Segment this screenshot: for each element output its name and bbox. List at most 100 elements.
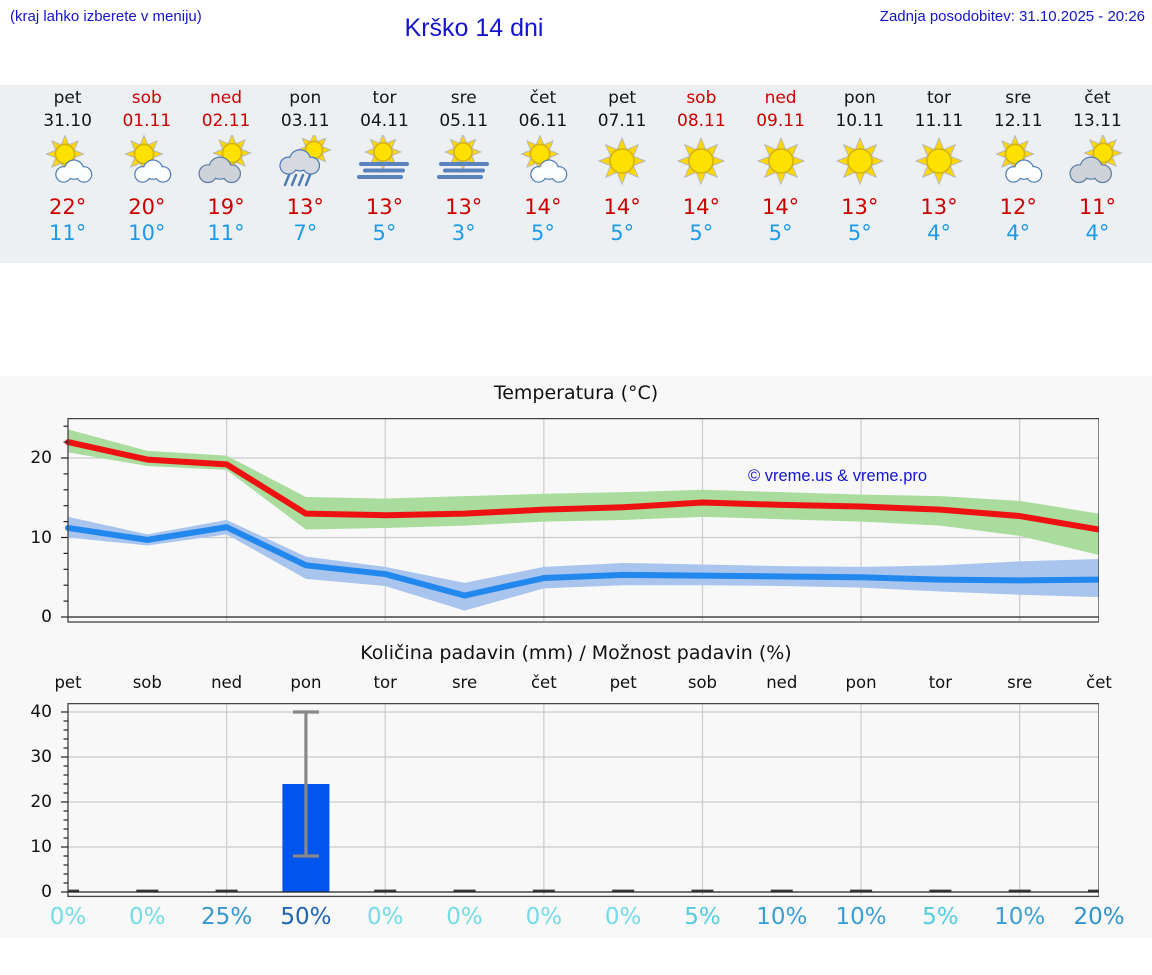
day-date: 05.11 — [439, 111, 489, 131]
precip-zero-bar — [68, 889, 79, 892]
sun-small-cloud-icon — [124, 135, 172, 183]
weather-icon-cell — [186, 132, 265, 190]
day-date: 07.11 — [597, 111, 647, 131]
low-temp: 3° — [451, 221, 476, 245]
precip-probability: 0% — [129, 904, 166, 930]
weather-icon-cell — [28, 132, 107, 190]
watermark-text: © vreme.us & vreme.pro — [748, 467, 928, 485]
weather-icon-cell — [899, 132, 978, 190]
forecast-day: sob 08.11 14° 5° — [662, 85, 741, 246]
day-date: 13.11 — [1073, 111, 1122, 131]
precip-zero-bar — [374, 889, 397, 892]
day-date: 12.11 — [993, 111, 1043, 131]
precip-zero-bar — [929, 889, 952, 892]
precip-zero-bar — [770, 889, 793, 892]
sun-rain-icon — [279, 135, 333, 187]
precip-probability: 50% — [280, 904, 332, 930]
forecast-day: ned 02.11 19° 11° — [186, 85, 265, 246]
weather-icon-cell — [266, 132, 345, 190]
high-temp: 11° — [1078, 195, 1117, 219]
forecast-day: pon 03.11 13° 7° — [266, 85, 345, 246]
forecast-day: pet 31.10 22° 11° — [28, 85, 107, 246]
temp-y-tick: 20 — [30, 448, 52, 468]
precip-day-label: čet — [530, 673, 557, 692]
forecast-day: pon 10.11 13° 5° — [820, 85, 899, 246]
high-temp: 13° — [286, 195, 324, 219]
day-name: sre — [1005, 88, 1032, 108]
precip-probability: 0% — [446, 904, 483, 930]
sun-gray-cloud-icon — [198, 135, 252, 184]
precip-y-tick: 0 — [41, 882, 52, 902]
day-date: 02.11 — [201, 111, 251, 131]
temp-line-0 — [65, 439, 1099, 533]
temp-band-1 — [68, 516, 1099, 611]
temp-y-tick: 10 — [30, 527, 52, 548]
day-date: 31.10 — [43, 111, 92, 131]
low-temp: 5° — [768, 221, 793, 245]
sun-small-cloud-icon — [995, 135, 1043, 183]
sun-icon — [835, 136, 885, 186]
sun-icon — [677, 136, 726, 186]
day-name: ned — [764, 88, 797, 108]
forecast-day: tor 04.11 13° 5° — [345, 85, 424, 246]
sun-icon — [914, 136, 964, 186]
precip-zero-bar — [453, 889, 476, 892]
high-temp: 14° — [524, 195, 562, 219]
high-temp: 19° — [207, 195, 245, 219]
precip-zero-bar — [215, 889, 238, 892]
day-date: 08.11 — [677, 111, 726, 131]
low-temp: 10° — [128, 221, 166, 245]
precip-zero-bar — [850, 889, 873, 892]
forecast-day: sre 05.11 13° 3° — [424, 85, 503, 246]
precip-day-label: pon — [845, 673, 877, 692]
weather-icon-cell — [583, 132, 662, 190]
precip-day-label: sre — [451, 673, 478, 692]
day-name: pet — [53, 88, 82, 108]
precip-day-label: tor — [373, 673, 397, 692]
low-temp: 4° — [1006, 221, 1031, 245]
low-temp: 4° — [927, 221, 951, 245]
weather-icon-cell — [107, 132, 186, 190]
precip-zero-bar — [1088, 889, 1099, 892]
day-name: sre — [450, 88, 477, 108]
low-temp: 5° — [372, 221, 397, 245]
precip-y-tick: 10 — [30, 837, 52, 857]
weather-icon-cell — [424, 132, 503, 190]
low-temp: 5° — [610, 221, 635, 245]
precip-y-tick: 30 — [30, 747, 52, 767]
weather-icon-cell — [503, 132, 582, 190]
day-name: čet — [529, 88, 557, 108]
day-name: pon — [289, 88, 322, 108]
sun-icon — [597, 136, 647, 186]
page-title: Krško 14 dni — [404, 14, 544, 42]
precip-day-label: sob — [687, 673, 718, 692]
precip-zero-bar — [532, 889, 555, 892]
precipitation-chart — [61, 703, 1099, 898]
precip-probability: 0% — [49, 904, 87, 930]
precipitation-chart-title: Količina padavin (mm) / Možnost padavin … — [360, 642, 792, 664]
forecast-day: ned 09.11 14° 5° — [741, 85, 820, 246]
precip-y-tick: 20 — [30, 792, 52, 812]
high-temp: 12° — [999, 195, 1037, 219]
precip-probability: 0% — [525, 904, 563, 930]
low-temp: 11° — [48, 221, 87, 245]
forecast-strip: pet 31.10 22° 11° sob 01.11 20° 10° ned 02.11 19° 1… — [0, 85, 1152, 263]
weather-icon-cell — [741, 132, 820, 190]
forecast-days-row: pet 31.10 22° 11° sob 01.11 20° 10° ned 02.11 19° 1… — [28, 85, 1137, 246]
forecast-day: čet 06.11 14° 5° — [503, 85, 582, 246]
low-temp: 5° — [689, 221, 714, 245]
day-name: sob — [131, 88, 162, 108]
precip-zero-bar — [612, 889, 635, 892]
weather-icon-cell — [1058, 132, 1137, 190]
temp-y-tick: 0 — [41, 607, 52, 627]
precip-day-label: čet — [1086, 673, 1112, 692]
low-temp: 7° — [293, 221, 318, 245]
precip-probability: 20% — [1073, 904, 1125, 930]
precip-y-tick: 40 — [30, 702, 52, 722]
high-temp: 13° — [841, 195, 879, 219]
sun-fog-icon — [357, 135, 410, 179]
day-date: 03.11 — [280, 111, 330, 131]
forecast-day: pet 07.11 14° 5° — [583, 85, 662, 246]
low-temp: 5° — [847, 221, 872, 245]
sun-fog-icon — [436, 135, 489, 179]
